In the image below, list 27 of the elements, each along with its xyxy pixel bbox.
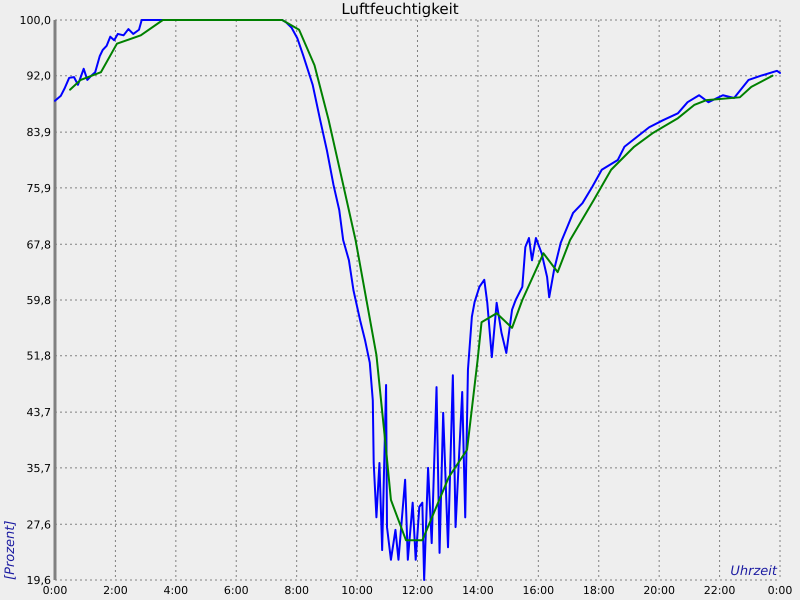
chart-title: Luftfeuchtigkeit xyxy=(341,0,459,18)
x-axis-title: Uhrzeit xyxy=(730,564,778,579)
y-tick-label: 67,8 xyxy=(26,238,51,252)
y-tick-label: 59,8 xyxy=(26,294,51,307)
x-tick-label: 0:00 xyxy=(768,584,792,597)
y-tick-label: 75,9 xyxy=(26,182,51,195)
x-tick-label: 10:00 xyxy=(341,584,373,597)
y-tick-label: 43,7 xyxy=(26,406,51,420)
y-tick-label: 100,0 xyxy=(20,14,51,27)
y-tick-label: 19,6 xyxy=(26,574,51,587)
x-tick-label: 20:00 xyxy=(643,584,676,597)
y-tick-label: 51,8 xyxy=(26,350,51,363)
x-tick-label: 4:00 xyxy=(163,584,188,597)
x-tick-label: 12:00 xyxy=(402,584,434,597)
x-tick-label: 6:00 xyxy=(224,584,249,597)
x-tick-label: 2:00 xyxy=(103,584,128,597)
y-tick-label: 83,9 xyxy=(26,126,51,140)
y-tick-label: 35,7 xyxy=(26,462,51,475)
x-tick-label: 14:00 xyxy=(462,584,494,597)
x-tick-label: 22:00 xyxy=(704,584,736,597)
x-tick-label: 0:00 xyxy=(42,584,68,597)
y-tick-label: 27,6 xyxy=(26,518,51,532)
x-tick-label: 18:00 xyxy=(582,584,615,597)
x-tick-label: 16:00 xyxy=(522,584,554,597)
y-tick-label: 92,0 xyxy=(26,70,51,83)
x-tick-label: 8:00 xyxy=(284,584,310,597)
y-axis-title: [Prozent] xyxy=(3,520,18,580)
